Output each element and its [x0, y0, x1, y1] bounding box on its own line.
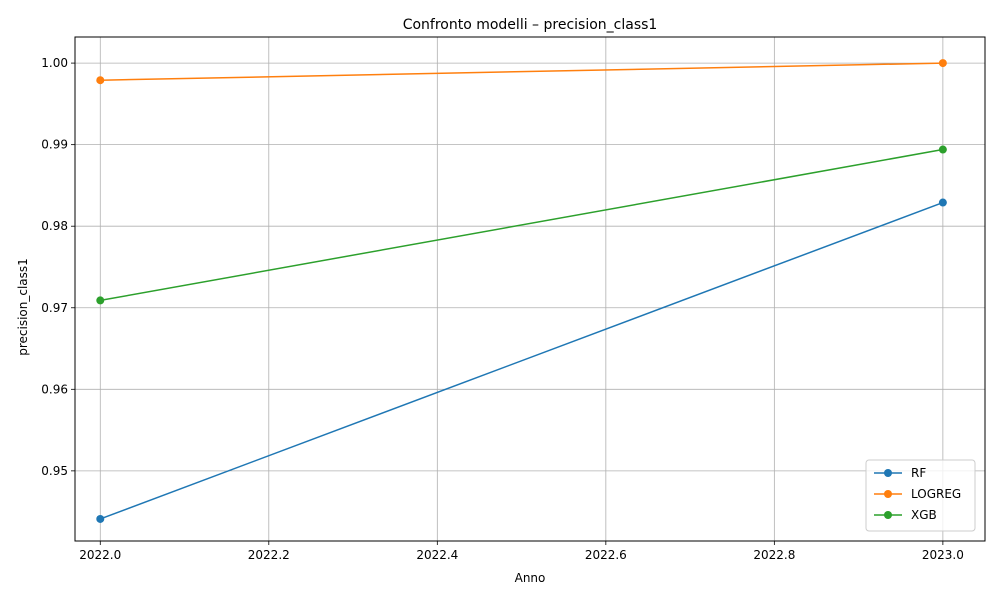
x-axis-ticks: 2022.0 2022.2 2022.4 2022.6 2022.8 2023.0 — [79, 541, 964, 562]
x-tick-label: 2023.0 — [922, 548, 964, 562]
x-tick-label: 2022.6 — [585, 548, 627, 562]
legend-marker — [884, 469, 892, 477]
y-tick-label: 0.97 — [41, 301, 68, 315]
series-line-logreg — [100, 62, 943, 81]
legend-item-xgb: XGB — [874, 508, 937, 522]
x-tick-label: 2022.2 — [248, 548, 290, 562]
legend-label: LOGREG — [911, 487, 961, 501]
data-point-logreg — [938, 59, 947, 68]
x-tick-label: 2022.8 — [753, 548, 795, 562]
plot-frame — [74, 36, 986, 542]
legend-label: XGB — [911, 508, 937, 522]
x-tick-label: 2022.0 — [79, 548, 121, 562]
series-line-rf — [100, 201, 944, 520]
legend: RF LOGREG XGB — [865, 459, 976, 532]
data-point-rf — [938, 198, 947, 207]
chart-title: Confronto modelli – precision_class1 — [403, 17, 658, 33]
y-tick-label: 0.95 — [41, 464, 68, 478]
grid-lines — [75, 37, 985, 541]
legend-marker — [884, 511, 892, 519]
y-tick-label: 0.98 — [41, 219, 68, 233]
data-point-xgb — [938, 145, 947, 154]
data-point-xgb — [96, 296, 105, 305]
x-tick-label: 2022.4 — [416, 548, 458, 562]
legend-marker — [884, 490, 892, 498]
x-axis-title: Anno — [515, 571, 546, 585]
legend-label: RF — [911, 466, 926, 480]
data-point-logreg — [96, 76, 105, 85]
y-tick-label: 1.00 — [41, 56, 68, 70]
series-rf — [96, 198, 947, 523]
data-point-rf — [96, 514, 105, 523]
y-axis-title: precision_class1 — [16, 258, 30, 356]
series-xgb — [96, 145, 947, 305]
series-line-xgb — [100, 148, 944, 302]
legend-item-rf: RF — [874, 466, 926, 480]
series-logreg — [96, 59, 947, 85]
legend-box — [865, 459, 976, 532]
series-group — [96, 59, 947, 523]
y-tick-label: 0.99 — [41, 138, 68, 152]
y-tick-label: 0.96 — [41, 382, 68, 396]
y-axis-ticks: 0.95 0.96 0.97 0.98 0.99 1.00 — [41, 56, 75, 478]
legend-item-logreg: LOGREG — [874, 487, 961, 501]
